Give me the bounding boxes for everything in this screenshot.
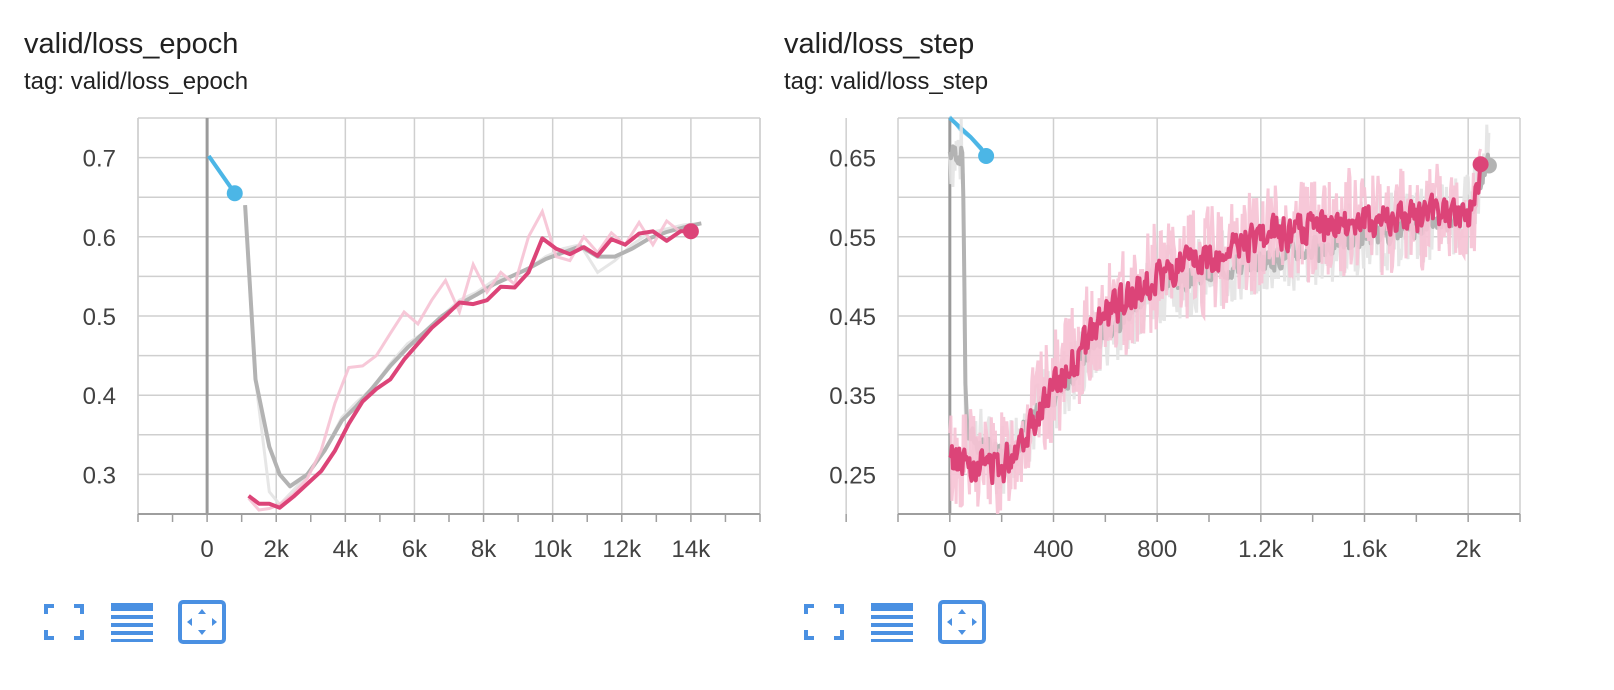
chart-card-loss-epoch: valid/loss_epoch tag: valid/loss_epoch 0… xyxy=(0,0,780,690)
x-tick-label: 1.6k xyxy=(1342,536,1388,563)
y-tick-label: 0.4 xyxy=(83,383,116,410)
x-tick-label: 2k xyxy=(1455,536,1481,563)
x-tick-label: 2k xyxy=(264,536,290,563)
y-tick-label: 0.6 xyxy=(83,225,116,252)
fit-domain-icon[interactable] xyxy=(178,600,226,644)
y-tick-label: 0.3 xyxy=(83,462,116,489)
y-tick-label: 0.7 xyxy=(83,146,116,173)
x-tick-label: 1.2k xyxy=(1238,536,1284,563)
y-tick-label: 0.35 xyxy=(829,383,876,410)
fullscreen-icon[interactable] xyxy=(40,600,88,644)
y-tick-label: 0.5 xyxy=(83,304,116,331)
series-smoothed-line xyxy=(243,204,702,489)
y-tick-label: 0.55 xyxy=(829,225,876,252)
series-end-marker xyxy=(978,148,995,165)
card-title: valid/loss_epoch xyxy=(24,28,239,60)
x-tick-label: 800 xyxy=(1137,536,1177,563)
chart-loss-epoch[interactable]: 0 2k 4k 6k 8k 10k 12k 14k 0.3 0.4 0.5 0.6 0.7 xyxy=(0,0,780,580)
series-group xyxy=(947,115,1491,514)
series-smoothed-line xyxy=(948,164,1483,485)
data-table-icon[interactable] xyxy=(868,600,916,644)
x-tick-label: 14k xyxy=(672,536,712,563)
x-tick-label: 0 xyxy=(943,536,956,563)
series-group xyxy=(207,154,702,512)
y-tick-label: 0.65 xyxy=(829,146,876,173)
fullscreen-icon[interactable] xyxy=(800,600,848,644)
x-tick-label: 400 xyxy=(1033,536,1073,563)
card-title: valid/loss_step xyxy=(784,28,975,60)
x-tick-label: 0 xyxy=(200,536,213,563)
series-smoothed-line xyxy=(247,229,691,510)
series-end-marker xyxy=(1472,156,1489,173)
x-tick-label: 4k xyxy=(333,536,359,563)
series-raw-line xyxy=(948,148,1483,514)
fit-domain-icon[interactable] xyxy=(938,600,986,644)
series-end-marker xyxy=(682,223,699,240)
chart-loss-step[interactable]: 0 400 800 1.2k 1.6k 2k 0.25 0.35 0.45 0.55 0.65 xyxy=(760,0,1540,580)
x-tick-label: 12k xyxy=(602,536,642,563)
card-tag: tag: valid/loss_epoch xyxy=(24,68,249,95)
data-table-icon[interactable] xyxy=(108,600,156,644)
card-tag: tag: valid/loss_step xyxy=(784,68,989,95)
y-tick-label: 0.45 xyxy=(829,304,876,331)
x-tick-label: 8k xyxy=(471,536,497,563)
y-tick-label: 0.25 xyxy=(829,462,876,489)
x-tick-label: 10k xyxy=(533,536,573,563)
chart-card-loss-step: valid/loss_step tag: valid/loss_step 0 40… xyxy=(760,0,1540,690)
grid xyxy=(845,117,1521,522)
grid xyxy=(137,117,761,522)
series-raw-line xyxy=(247,207,692,512)
series-end-marker xyxy=(226,185,243,202)
x-tick-label: 6k xyxy=(402,536,428,563)
